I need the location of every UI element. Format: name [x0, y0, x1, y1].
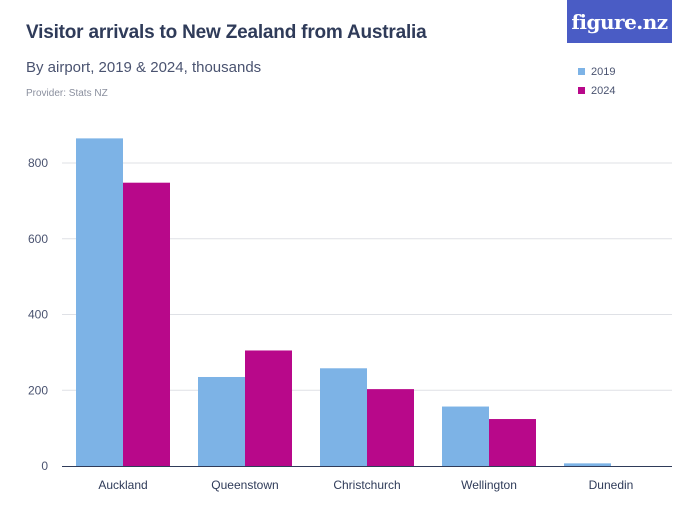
y-tick-label: 600 [28, 232, 48, 246]
legend-label-2019: 2019 [591, 65, 616, 78]
y-tick-label: 200 [28, 383, 48, 397]
chart-legend: 2019 2024 [578, 62, 615, 100]
bar-2019-queenstown [198, 376, 245, 466]
legend-label-2024: 2024 [591, 84, 616, 97]
provider-credit: Provider: Stats NZ [26, 88, 108, 99]
x-category-label: Christchurch [333, 478, 400, 492]
y-tick-label: 400 [28, 308, 48, 322]
bar-2024-christchurch [367, 389, 414, 466]
bar-2019-dunedin [564, 463, 611, 466]
x-category-label: Auckland [98, 478, 147, 492]
bar-2019-christchurch [320, 368, 367, 466]
x-category-label: Queenstown [211, 478, 278, 492]
x-category-label: Wellington [461, 478, 517, 492]
legend-item-2024: 2024 [578, 81, 615, 100]
bar-2019-wellington [442, 406, 489, 466]
legend-swatch-2019 [578, 68, 585, 75]
bar-2024-wellington [489, 419, 536, 466]
y-tick-label: 0 [41, 459, 48, 473]
chart-subtitle: By airport, 2019 & 2024, thousands [26, 59, 262, 76]
bar-2024-auckland [123, 182, 170, 466]
bar-2024-queenstown [245, 350, 292, 466]
figure-nz-logo[interactable]: figure.nz [567, 0, 672, 43]
x-category-label: Dunedin [589, 478, 634, 492]
y-tick-label: 800 [28, 156, 48, 170]
chart-title: Visitor arrivals to New Zealand from Aus… [26, 22, 427, 43]
bar-2019-auckland [76, 138, 123, 466]
legend-item-2019: 2019 [578, 62, 615, 81]
legend-swatch-2024 [578, 87, 585, 94]
